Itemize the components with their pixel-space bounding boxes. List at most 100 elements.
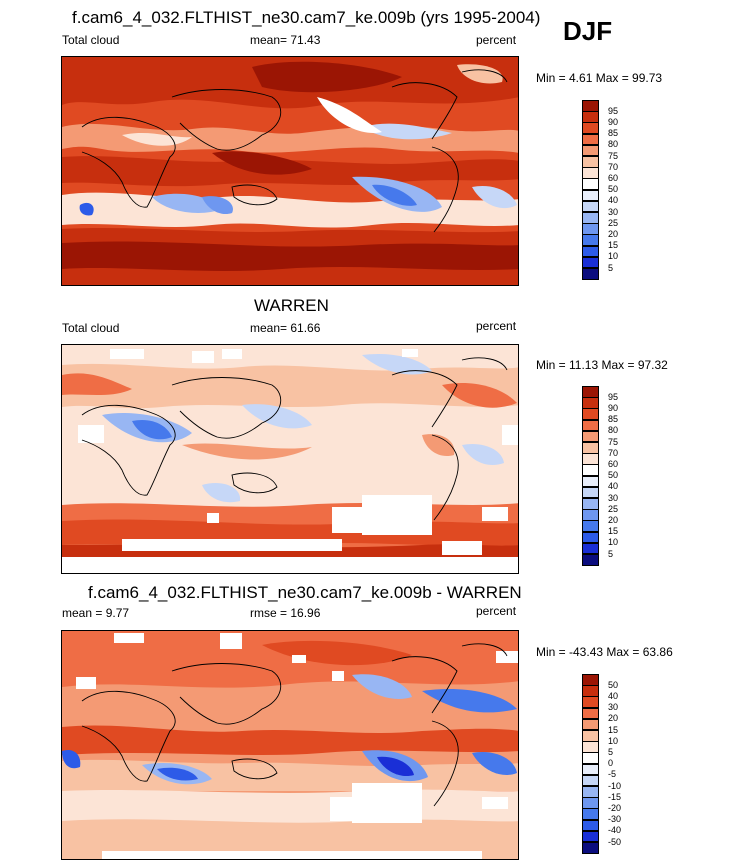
colorbar-tick-label: 90 bbox=[608, 116, 619, 127]
colorbar-tick-label: 30 bbox=[608, 206, 619, 217]
colorbar-cell bbox=[582, 133, 599, 146]
colorbar-tick-label: 60 bbox=[608, 458, 619, 469]
panel-3-rmse-label: rmse = 16.96 bbox=[250, 606, 321, 620]
colorbar-cell bbox=[582, 718, 599, 731]
colorbar-tick-label: 15 bbox=[608, 724, 619, 735]
colorbar-cell bbox=[582, 542, 599, 555]
colorbar-cell bbox=[582, 752, 599, 765]
colorbar-cell bbox=[582, 464, 599, 477]
panel-1-units-label: percent bbox=[476, 33, 517, 47]
colorbar-tick-label: 60 bbox=[608, 172, 619, 183]
colorbar-tick-label: 70 bbox=[608, 447, 619, 458]
panel-3-minmax: Min = -43.43 Max = 63.86 bbox=[536, 645, 673, 659]
colorbar-cell bbox=[582, 509, 599, 521]
panel-3-title: f.cam6_4_032.FLTHIST_ne30.cam7_ke.009b -… bbox=[88, 583, 522, 602]
colorbar-cell bbox=[582, 531, 599, 544]
panel-1-mean-label: mean= 71.43 bbox=[250, 33, 321, 47]
colorbar-tick-label: -40 bbox=[608, 825, 622, 836]
colorbar-cell bbox=[582, 397, 599, 409]
panel-3-mean-label: mean = 9.77 bbox=[62, 606, 130, 620]
colorbar-cell bbox=[582, 268, 599, 280]
colorbar-cell bbox=[582, 256, 599, 269]
panel-2-variable-label: Total cloud bbox=[62, 321, 120, 335]
colorbar-tick-label: 25 bbox=[608, 503, 619, 514]
colorbar-tick-label: 15 bbox=[608, 240, 619, 251]
colorbar-tick-label: -15 bbox=[608, 791, 622, 802]
colorbar-tick-label: 10 bbox=[608, 537, 619, 548]
colorbar-tick-label: 10 bbox=[608, 735, 619, 746]
colorbar-cell bbox=[582, 842, 599, 854]
panel-3-map bbox=[61, 630, 519, 860]
panel-3-units-label: percent bbox=[476, 604, 517, 618]
colorbar-tick-label: 30 bbox=[608, 492, 619, 503]
colorbar-cell bbox=[582, 730, 599, 742]
panel-2-title: WARREN bbox=[254, 296, 329, 315]
colorbar-cell bbox=[582, 200, 599, 213]
colorbar-cell bbox=[582, 554, 599, 566]
colorbar-tick-label: 10 bbox=[608, 251, 619, 262]
colorbar-cell bbox=[582, 786, 599, 798]
colorbar-tick-label: 70 bbox=[608, 161, 619, 172]
colorbar-tick-label: 5 bbox=[608, 746, 614, 757]
colorbar-tick-label: -10 bbox=[608, 780, 622, 791]
panel-2-mean-label: mean= 61.66 bbox=[250, 321, 321, 335]
colorbar-cell bbox=[582, 167, 599, 179]
colorbar-cell bbox=[582, 830, 599, 843]
colorbar-cell bbox=[582, 189, 599, 202]
colorbar-cell bbox=[582, 486, 599, 499]
colorbar-cell bbox=[582, 386, 599, 398]
colorbar-tick-label: 50 bbox=[608, 679, 619, 690]
colorbar-tick-label: -50 bbox=[608, 836, 622, 847]
colorbar-cell bbox=[582, 763, 599, 776]
colorbar-tick-label: 75 bbox=[608, 436, 619, 447]
colorbar-cell bbox=[582, 707, 599, 720]
colorbar-cell bbox=[582, 178, 599, 191]
colorbar-cell bbox=[582, 234, 599, 247]
colorbar-cell bbox=[582, 685, 599, 697]
colorbar-tick-label: 85 bbox=[608, 414, 619, 425]
colorbar-tick-label: 5 bbox=[608, 262, 614, 273]
colorbar-cell bbox=[582, 475, 599, 488]
season-label: DJF bbox=[563, 16, 613, 46]
colorbar-cell bbox=[582, 774, 599, 787]
colorbar-cell bbox=[582, 100, 599, 112]
colorbar-cell bbox=[582, 156, 599, 168]
colorbar-tick-label: 50 bbox=[608, 470, 619, 481]
colorbar-cell bbox=[582, 223, 599, 235]
panel-2-units-label: percent bbox=[476, 319, 517, 333]
colorbar-tick-label: 20 bbox=[608, 228, 619, 239]
panel-1-map bbox=[61, 56, 519, 286]
colorbar-cell bbox=[582, 453, 599, 465]
colorbar-tick-label: 25 bbox=[608, 217, 619, 228]
colorbar-tick-label: 0 bbox=[608, 758, 614, 769]
panel-1-variable-label: Total cloud bbox=[62, 33, 120, 47]
colorbar-cell bbox=[582, 808, 599, 821]
colorbar-tick-label: 90 bbox=[608, 402, 619, 413]
colorbar-tick-label: 95 bbox=[608, 391, 619, 402]
colorbar-cell bbox=[582, 111, 599, 123]
colorbar-cell bbox=[582, 797, 599, 809]
colorbar-cell bbox=[582, 408, 599, 421]
colorbar-tick-label: -5 bbox=[608, 769, 617, 780]
panel-2-minmax: Min = 11.13 Max = 97.32 bbox=[536, 358, 668, 372]
colorbar-tick-label: 30 bbox=[608, 702, 619, 713]
panel-2-map bbox=[61, 344, 519, 574]
colorbar-tick-label: 40 bbox=[608, 690, 619, 701]
colorbar-tick-label: 40 bbox=[608, 195, 619, 206]
colorbar-cell bbox=[582, 430, 599, 443]
colorbar-tick-label: 95 bbox=[608, 105, 619, 116]
colorbar-cell bbox=[582, 245, 599, 258]
colorbar-tick-label: 50 bbox=[608, 184, 619, 195]
colorbar-cell bbox=[582, 144, 599, 157]
colorbar-cell bbox=[582, 442, 599, 454]
panel-1-title: f.cam6_4_032.FLTHIST_ne30.cam7_ke.009b (… bbox=[72, 8, 541, 27]
colorbar-tick-label: 40 bbox=[608, 481, 619, 492]
colorbar-cell bbox=[582, 674, 599, 686]
colorbar-tick-label: 80 bbox=[608, 425, 619, 436]
colorbar-cell bbox=[582, 122, 599, 135]
colorbar-cell bbox=[582, 696, 599, 709]
colorbar-tick-label: 75 bbox=[608, 150, 619, 161]
colorbar-tick-label: 80 bbox=[608, 139, 619, 150]
colorbar-cell bbox=[582, 520, 599, 533]
colorbar-cell bbox=[582, 741, 599, 753]
